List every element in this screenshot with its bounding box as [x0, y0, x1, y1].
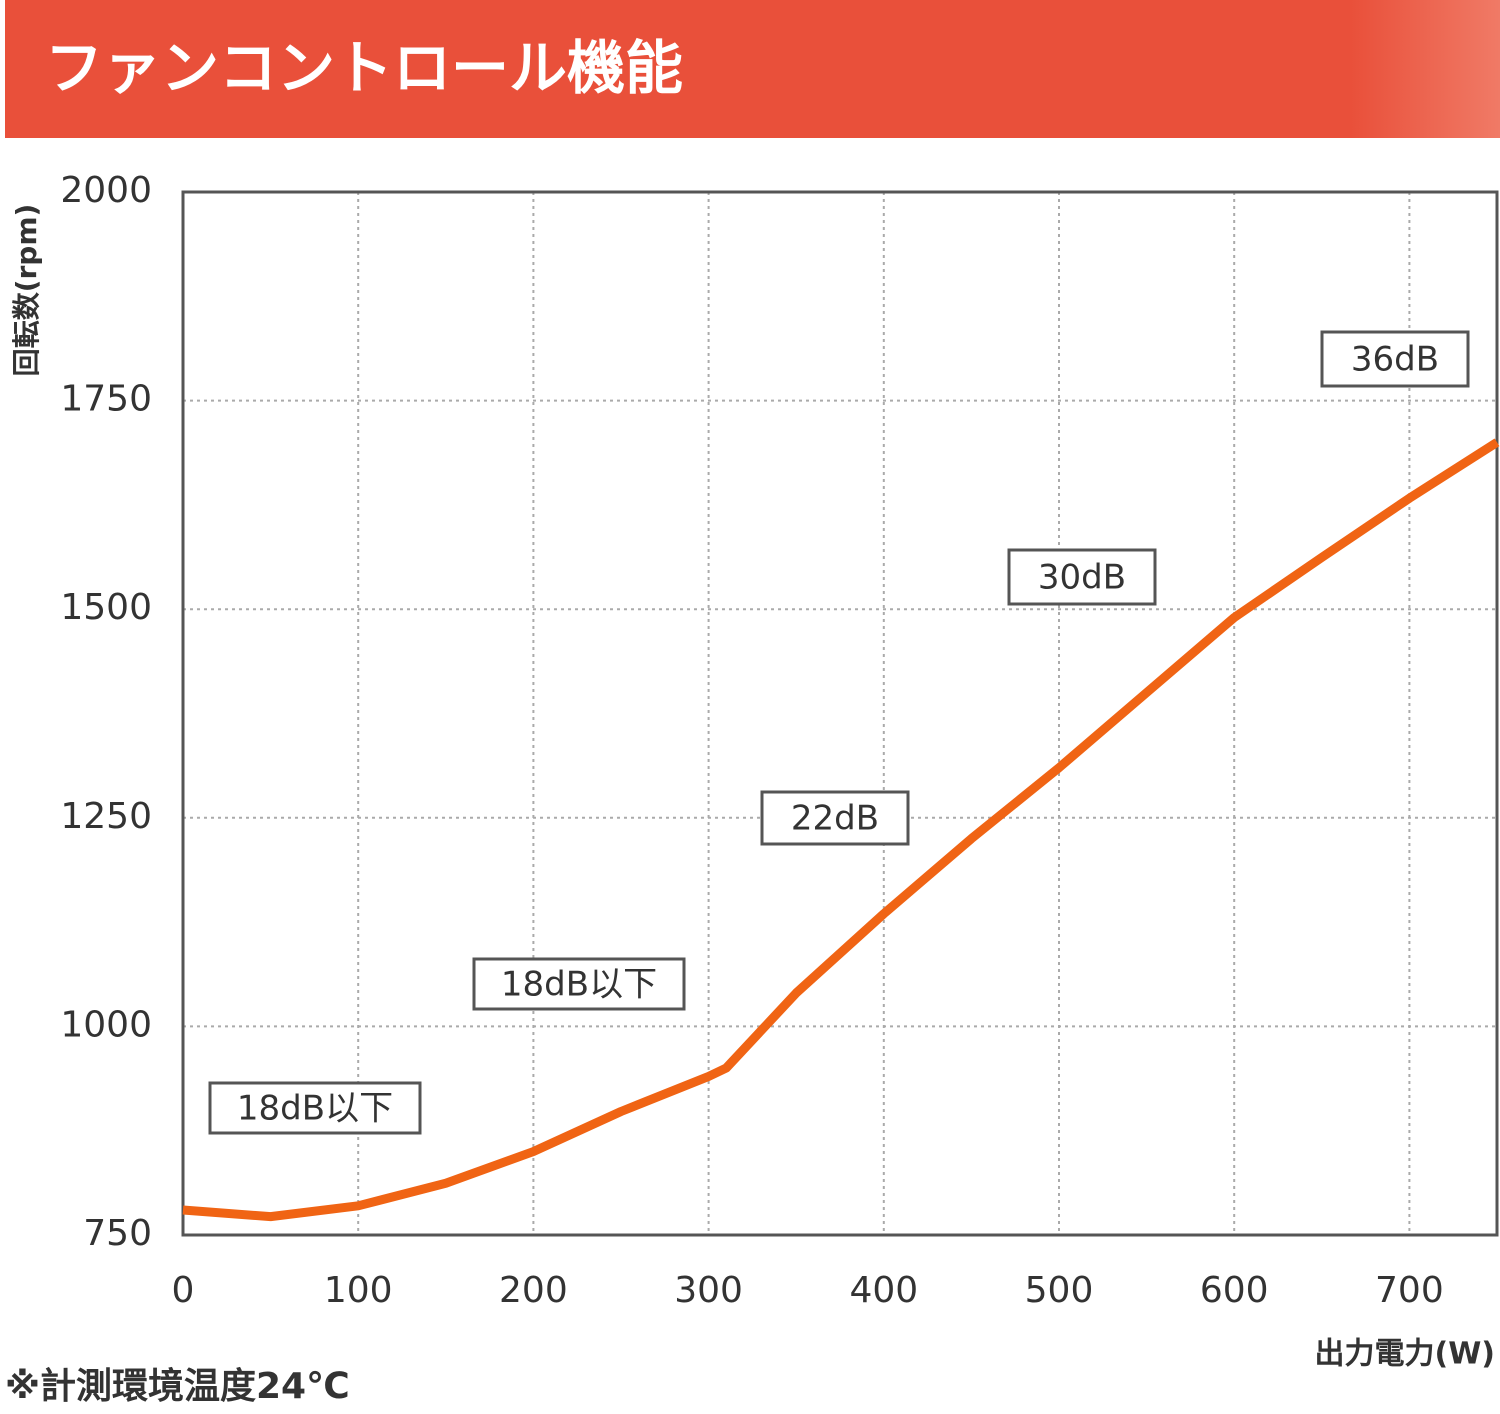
x-tick-label: 600: [1200, 1270, 1269, 1311]
annotation-box: [472, 957, 686, 1011]
annotation-box: [208, 1081, 422, 1135]
annotation: 18dB以下: [501, 965, 657, 1005]
y-tick-label: 2000: [60, 170, 152, 211]
y-tick-label: 1750: [60, 379, 152, 420]
annotation-box: [1007, 548, 1157, 606]
x-tick-label: 200: [499, 1270, 568, 1311]
annotation: 22dB: [791, 799, 879, 839]
x-tick-label: 100: [324, 1270, 393, 1311]
annotation-box: [760, 790, 910, 846]
annotation: 30dB: [1038, 558, 1126, 598]
chart-title: ファンコントロール機能: [45, 34, 683, 102]
x-axis-label: 出力電力(W): [1314, 1337, 1495, 1372]
annotation: 18dB以下: [237, 1089, 393, 1129]
footnote: ※計測環境温度24℃: [5, 1366, 350, 1407]
y-tick-label: 1500: [60, 587, 152, 628]
x-tick-label: 500: [1025, 1270, 1094, 1311]
y-tick-label: 750: [83, 1213, 152, 1254]
plot-frame: [181, 190, 1499, 1237]
y-axis-label: 回転数(rpm): [10, 204, 43, 377]
x-tick-label: 0: [172, 1270, 195, 1311]
x-tick-label: 300: [674, 1270, 743, 1311]
x-tick-label: 700: [1375, 1270, 1444, 1311]
x-tick-label: 400: [849, 1270, 918, 1311]
header-bar: [5, 0, 1500, 138]
annotation-box: [1320, 330, 1470, 388]
y-tick-label: 1000: [60, 1004, 152, 1045]
y-tick-label: 1250: [60, 796, 152, 837]
data-line: [182, 438, 1500, 1222]
annotation: 36dB: [1351, 340, 1439, 380]
